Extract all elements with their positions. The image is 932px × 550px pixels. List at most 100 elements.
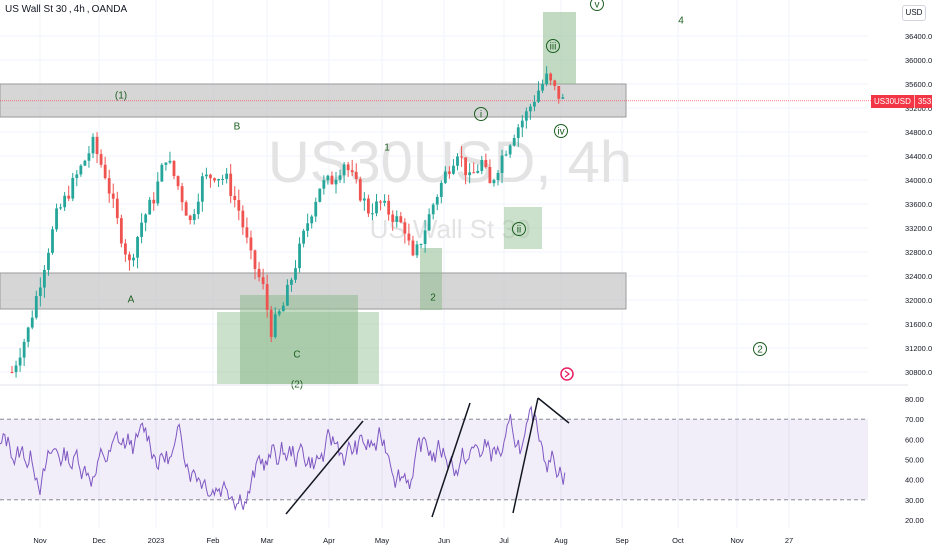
rsi-trendline [537,397,570,424]
candle-body [160,164,164,182]
price-axis-label: 33600.0 [905,200,932,209]
candle-body [338,175,342,180]
candle-body [273,314,277,337]
data-source: OANDA [91,4,128,15]
candle-body [30,317,34,328]
candle-body [148,199,152,215]
candle-body [67,195,71,199]
candle-body [188,215,192,221]
candle-body [277,311,281,315]
time-axis-label: 2023 [148,536,165,545]
candle-body [99,154,103,165]
time-axis-label: May [375,536,389,545]
candle-body [26,327,30,342]
candle-body [383,200,386,203]
candle-body [55,208,58,230]
wave-label-text: v [595,0,600,11]
currency-button[interactable]: USD [902,5,926,21]
candle-body [119,218,123,244]
rsi-axis-label: 50.00 [905,456,924,465]
candle-body [524,111,528,121]
wave-label-circle [546,39,560,53]
candle-body [51,229,54,253]
candle-body [298,243,301,269]
candle-body [472,172,476,174]
candle-body [484,159,488,167]
candle-body [95,136,99,155]
time-axis-label: Nov [730,536,744,545]
rsi-axis-label: 30.00 [905,496,924,505]
candle-body [115,198,119,219]
rsi-axis-label: 80.00 [905,395,924,404]
candle-body [43,269,46,288]
wave-label-text: 4 [678,16,684,27]
candle-body [269,309,273,337]
candle-body [533,101,536,107]
time-axis-label: Aug [554,536,567,545]
wave-label: 2 [430,293,436,304]
watermark-ticker: US30USD, 4h [268,130,632,195]
time-axis-label: Oct [672,536,685,545]
candle-body [47,252,50,270]
price-axis-label: 33200.0 [905,224,932,233]
candle-body [460,156,463,158]
wave-label-text: iv [557,127,564,138]
price-axis-label: 34800.0 [905,128,932,137]
time-axis-label: Jul [499,536,509,545]
wave-label-circle [554,124,568,138]
candle-body [456,156,459,166]
candle-body [83,160,87,166]
candle-body [209,174,212,179]
candle-body [395,216,399,222]
candles [10,66,565,378]
wave-label-text: A [128,295,135,306]
candle-body [326,175,330,181]
events-icon [560,367,574,381]
price-axis-label: 35200.0 [905,104,932,113]
candle-body [253,250,257,269]
rsi-axis-label: 40.00 [905,476,924,485]
time-axis-label: Dec [92,536,106,545]
wave-label-circle [590,0,604,11]
wave-label: 2 [753,342,767,356]
rsi-band [0,419,868,500]
candle-body [265,284,269,310]
candle-body [22,341,26,358]
symbol-title[interactable]: US Wall St 30, 4h, OANDA [5,4,127,15]
candle-body [488,166,492,184]
wave-label-text: B [234,122,241,133]
candle-body [492,179,496,184]
candle-body [427,214,431,231]
wave-label: iii [546,39,560,53]
candle-body [286,284,289,306]
candle-body [79,165,83,175]
wave-label: C [293,350,300,361]
rsi-trendline [285,420,364,515]
candle-body [241,210,245,228]
price-axis-label: 31200.0 [905,344,932,353]
candle-body [257,268,261,278]
price-axis: 36400.0 36000.0 35600.0 35200.0 34800.0 34400… [905,32,932,377]
wave-label-text: iii [550,42,557,53]
candle-body [322,180,326,189]
candle-body [237,200,241,211]
wave-label: B [234,122,241,133]
candle-body [10,372,14,373]
timeframe: 4h [73,4,85,15]
wave-label-text: 1 [384,143,390,154]
candle-body [334,179,338,185]
wave-label-circle [512,222,526,236]
candle-body [435,196,439,205]
candle-body [391,214,395,222]
candle-body [249,237,253,251]
wave-label-circle [753,342,767,356]
candle-body [520,120,524,128]
candle-body [261,277,265,285]
time-axis-label: Feb [207,536,220,545]
candle-body [184,202,188,216]
time-axis-label: 27 [785,536,793,545]
candle-body [290,279,293,285]
candle-body [245,227,249,238]
